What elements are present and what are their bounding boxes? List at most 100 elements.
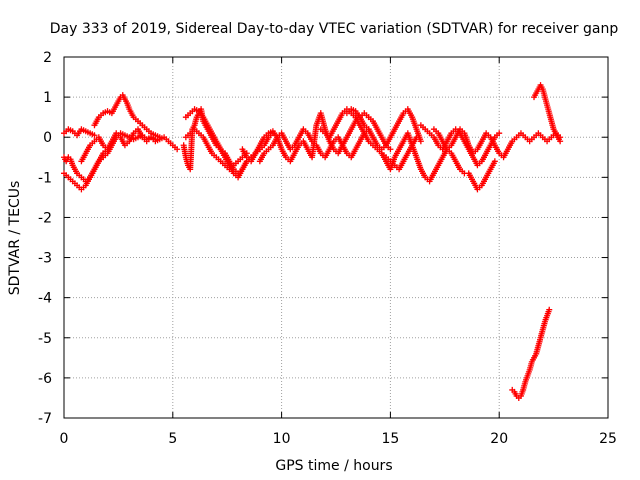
data-point-fill <box>314 144 323 155</box>
data-point-fill <box>401 152 410 163</box>
series-track-q <box>531 82 564 145</box>
data-point-fill <box>549 120 557 131</box>
data-point-fill <box>358 124 367 135</box>
data-point <box>496 130 503 137</box>
data-point-fill <box>340 144 349 155</box>
data-point-fill <box>336 136 345 147</box>
data-point-fill <box>75 128 83 137</box>
series-track-d <box>78 126 159 165</box>
series-track-o <box>430 126 564 161</box>
data-point-fill <box>292 136 301 147</box>
data-point-fill <box>462 132 471 147</box>
data-point-fill <box>379 152 388 163</box>
chart-title: Day 333 of 2019, Sidereal Day-to-day VTE… <box>50 21 619 37</box>
series-track-p <box>465 158 498 193</box>
data-point-fill <box>488 160 497 171</box>
data-point-fill <box>181 144 189 159</box>
data-point-fill <box>253 144 262 155</box>
data-point-fill <box>384 160 393 171</box>
data-point-fill <box>440 140 449 151</box>
data-point-fill <box>414 128 424 143</box>
data-point-fill <box>96 136 106 147</box>
data-point-fill <box>525 368 532 377</box>
data-point <box>491 158 498 165</box>
data-point-fill <box>345 128 354 139</box>
data-point-fill <box>127 132 136 143</box>
data-point-fill <box>405 108 415 119</box>
data-point-fill <box>297 128 306 139</box>
data-point-fill <box>479 176 489 187</box>
data-point-fill <box>292 144 301 155</box>
data-point-fill <box>419 168 428 179</box>
data-point-fill <box>506 140 515 151</box>
data-point-fill <box>397 112 406 123</box>
data-point-fill <box>305 132 314 143</box>
data-point-fill <box>205 144 214 155</box>
data-point-fill <box>271 130 279 139</box>
data-point-fill <box>68 158 75 167</box>
data-point-fill <box>105 140 114 151</box>
data-point-fill <box>538 328 546 339</box>
x-tick-label: 5 <box>168 431 177 447</box>
series-track-r <box>509 306 553 401</box>
y-tick-label: -6 <box>38 371 52 387</box>
series-track-e <box>91 92 163 141</box>
data-point-fill <box>279 132 288 143</box>
x-axis-label: GPS time / hours <box>275 458 392 474</box>
data-point-fill <box>466 172 475 183</box>
data-point-fill <box>453 128 462 139</box>
y-tick-label: 1 <box>43 90 52 106</box>
data-point-fill <box>484 168 493 179</box>
x-tick-label: 25 <box>599 431 617 447</box>
series-track-j <box>256 126 372 165</box>
data-point <box>174 146 181 153</box>
data-point-fill <box>544 104 552 115</box>
plot-frame <box>63 56 609 419</box>
data-point-fill <box>124 102 132 111</box>
series-track-c <box>61 130 181 193</box>
data-point-fill <box>540 88 548 99</box>
data-point-fill <box>518 388 526 397</box>
data-point-fill <box>479 132 489 143</box>
data-point-fill <box>449 152 458 163</box>
data-point-fill <box>192 116 200 127</box>
data-point-fill <box>197 110 205 119</box>
data-point-fill <box>92 160 101 171</box>
data-point-fill <box>542 314 550 323</box>
data-point <box>156 134 163 141</box>
data-point-fill <box>401 132 410 143</box>
data-point <box>546 306 553 313</box>
data-point-fill <box>440 148 449 159</box>
data-point-fill <box>257 152 267 163</box>
y-tick-label: -4 <box>38 291 52 307</box>
data-point-fill <box>388 156 397 171</box>
data-point-fill <box>187 128 196 171</box>
x-tick-label: 15 <box>381 431 399 447</box>
data-point-fill <box>449 136 458 147</box>
data-point-fill <box>349 120 358 131</box>
data-point-fill <box>432 164 441 175</box>
data-point-fill <box>501 148 510 159</box>
data-point-fill <box>475 140 484 151</box>
data-point-fill <box>392 120 401 131</box>
data-point-fill <box>409 116 419 131</box>
data-point-fill <box>436 156 445 167</box>
data-point-fill <box>375 128 384 139</box>
data-point-fill <box>479 152 489 163</box>
data-point-fill <box>136 128 145 139</box>
data-point-fill <box>110 104 119 115</box>
data-point-fill <box>323 148 332 159</box>
data-point-fill <box>349 148 358 159</box>
y-tick-label: -5 <box>38 331 52 347</box>
data-point-fill <box>362 132 371 143</box>
data-point-fill <box>271 136 280 147</box>
data-point-fill <box>353 140 362 151</box>
x-tick-label: 10 <box>273 431 291 447</box>
data-point-fill <box>83 176 92 187</box>
grid-lines <box>64 57 608 418</box>
y-tick-label: -3 <box>38 251 52 267</box>
series-track-a <box>61 126 98 139</box>
data-point-fill <box>110 132 119 143</box>
data-point-fill <box>542 96 550 107</box>
data-point-fill <box>405 144 415 155</box>
